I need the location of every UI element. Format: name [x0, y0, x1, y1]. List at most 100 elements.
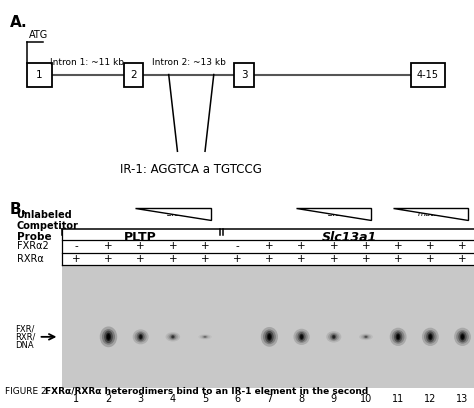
Polygon shape: [296, 208, 372, 220]
Text: Slc13a1: Slc13a1: [167, 209, 203, 218]
Text: FXRα/RXRα heterodimers bind to an IR-1 element in the second: FXRα/RXRα heterodimers bind to an IR-1 e…: [45, 387, 368, 396]
Text: Unlabeled: Unlabeled: [17, 210, 72, 220]
Bar: [411, 62, 445, 86]
Ellipse shape: [298, 332, 306, 342]
Ellipse shape: [171, 335, 175, 339]
Text: +: +: [201, 241, 210, 251]
Bar: [27, 62, 52, 86]
Text: 1: 1: [36, 69, 43, 80]
Ellipse shape: [300, 335, 303, 339]
Text: RXRα: RXRα: [17, 254, 43, 264]
Text: +: +: [104, 254, 113, 264]
Ellipse shape: [203, 336, 207, 338]
Ellipse shape: [363, 335, 369, 339]
Text: 6: 6: [234, 394, 240, 404]
Ellipse shape: [364, 335, 368, 338]
Text: +: +: [329, 254, 338, 264]
Text: 2: 2: [105, 394, 111, 404]
Ellipse shape: [293, 329, 310, 345]
Ellipse shape: [428, 333, 433, 341]
Text: Slc13a1: Slc13a1: [322, 231, 377, 244]
Text: Intron 1: ~11 kb: Intron 1: ~11 kb: [50, 58, 124, 67]
Text: 4: 4: [170, 394, 176, 404]
Ellipse shape: [328, 333, 339, 341]
Text: +: +: [169, 254, 177, 264]
Ellipse shape: [200, 335, 210, 339]
Text: Intron 2: ~13 kb: Intron 2: ~13 kb: [152, 58, 226, 67]
Text: +: +: [362, 254, 370, 264]
Text: A.: A.: [9, 15, 27, 30]
Text: B.: B.: [9, 202, 27, 217]
Ellipse shape: [167, 333, 178, 340]
Text: +: +: [394, 254, 402, 264]
Text: 2: 2: [130, 69, 137, 80]
Text: +: +: [201, 254, 210, 264]
Ellipse shape: [204, 336, 206, 337]
Ellipse shape: [295, 331, 308, 343]
Text: +: +: [104, 241, 113, 251]
Text: ATG: ATG: [29, 30, 48, 40]
Ellipse shape: [106, 333, 111, 341]
Text: 7: 7: [266, 394, 273, 404]
Ellipse shape: [461, 334, 464, 339]
Ellipse shape: [263, 329, 276, 344]
Text: +: +: [458, 254, 467, 264]
Ellipse shape: [102, 329, 115, 345]
Ellipse shape: [361, 334, 371, 339]
Text: +: +: [137, 241, 145, 251]
Ellipse shape: [332, 335, 335, 339]
Text: 4-15: 4-15: [417, 69, 439, 80]
Ellipse shape: [396, 333, 401, 341]
Text: 11: 11: [392, 394, 404, 404]
Text: Competitor: Competitor: [17, 222, 78, 231]
Text: +: +: [297, 254, 306, 264]
Ellipse shape: [422, 328, 439, 346]
Ellipse shape: [169, 334, 176, 339]
Ellipse shape: [267, 333, 272, 341]
Text: Probe: Probe: [17, 233, 51, 242]
Ellipse shape: [165, 332, 180, 341]
Ellipse shape: [107, 334, 110, 340]
Polygon shape: [135, 208, 210, 220]
Text: +: +: [362, 241, 370, 251]
Ellipse shape: [424, 330, 437, 344]
Text: -: -: [235, 241, 239, 251]
Ellipse shape: [390, 328, 407, 346]
Text: +: +: [426, 254, 435, 264]
Ellipse shape: [359, 333, 373, 340]
Text: +: +: [394, 241, 402, 251]
Text: +: +: [297, 241, 306, 251]
Ellipse shape: [299, 334, 304, 340]
Text: 10: 10: [360, 394, 372, 404]
Ellipse shape: [456, 330, 469, 344]
Ellipse shape: [265, 331, 273, 343]
Ellipse shape: [261, 327, 278, 347]
Text: Slc13a1: Slc13a1: [328, 209, 365, 218]
Ellipse shape: [137, 333, 145, 341]
Text: FXR/: FXR/: [16, 324, 35, 333]
Polygon shape: [392, 208, 468, 220]
Ellipse shape: [392, 330, 404, 344]
Text: FXRα2: FXRα2: [17, 241, 48, 251]
Text: DNA: DNA: [16, 341, 34, 350]
Text: +: +: [265, 241, 273, 251]
Text: 1: 1: [73, 394, 79, 404]
Ellipse shape: [454, 328, 471, 346]
Text: 9: 9: [331, 394, 337, 404]
Ellipse shape: [365, 336, 367, 338]
Ellipse shape: [201, 335, 209, 338]
Text: RXR/: RXR/: [16, 333, 36, 342]
Ellipse shape: [394, 331, 402, 342]
Ellipse shape: [139, 335, 142, 339]
Ellipse shape: [426, 331, 435, 342]
Ellipse shape: [104, 330, 113, 343]
Text: FIGURE 2.: FIGURE 2.: [5, 387, 52, 396]
Bar: [124, 62, 144, 86]
Ellipse shape: [135, 331, 146, 342]
Text: 3: 3: [241, 69, 247, 80]
Ellipse shape: [268, 334, 271, 339]
Ellipse shape: [331, 335, 336, 339]
Bar: [235, 62, 254, 86]
Text: 12: 12: [424, 394, 437, 404]
Ellipse shape: [458, 331, 467, 342]
